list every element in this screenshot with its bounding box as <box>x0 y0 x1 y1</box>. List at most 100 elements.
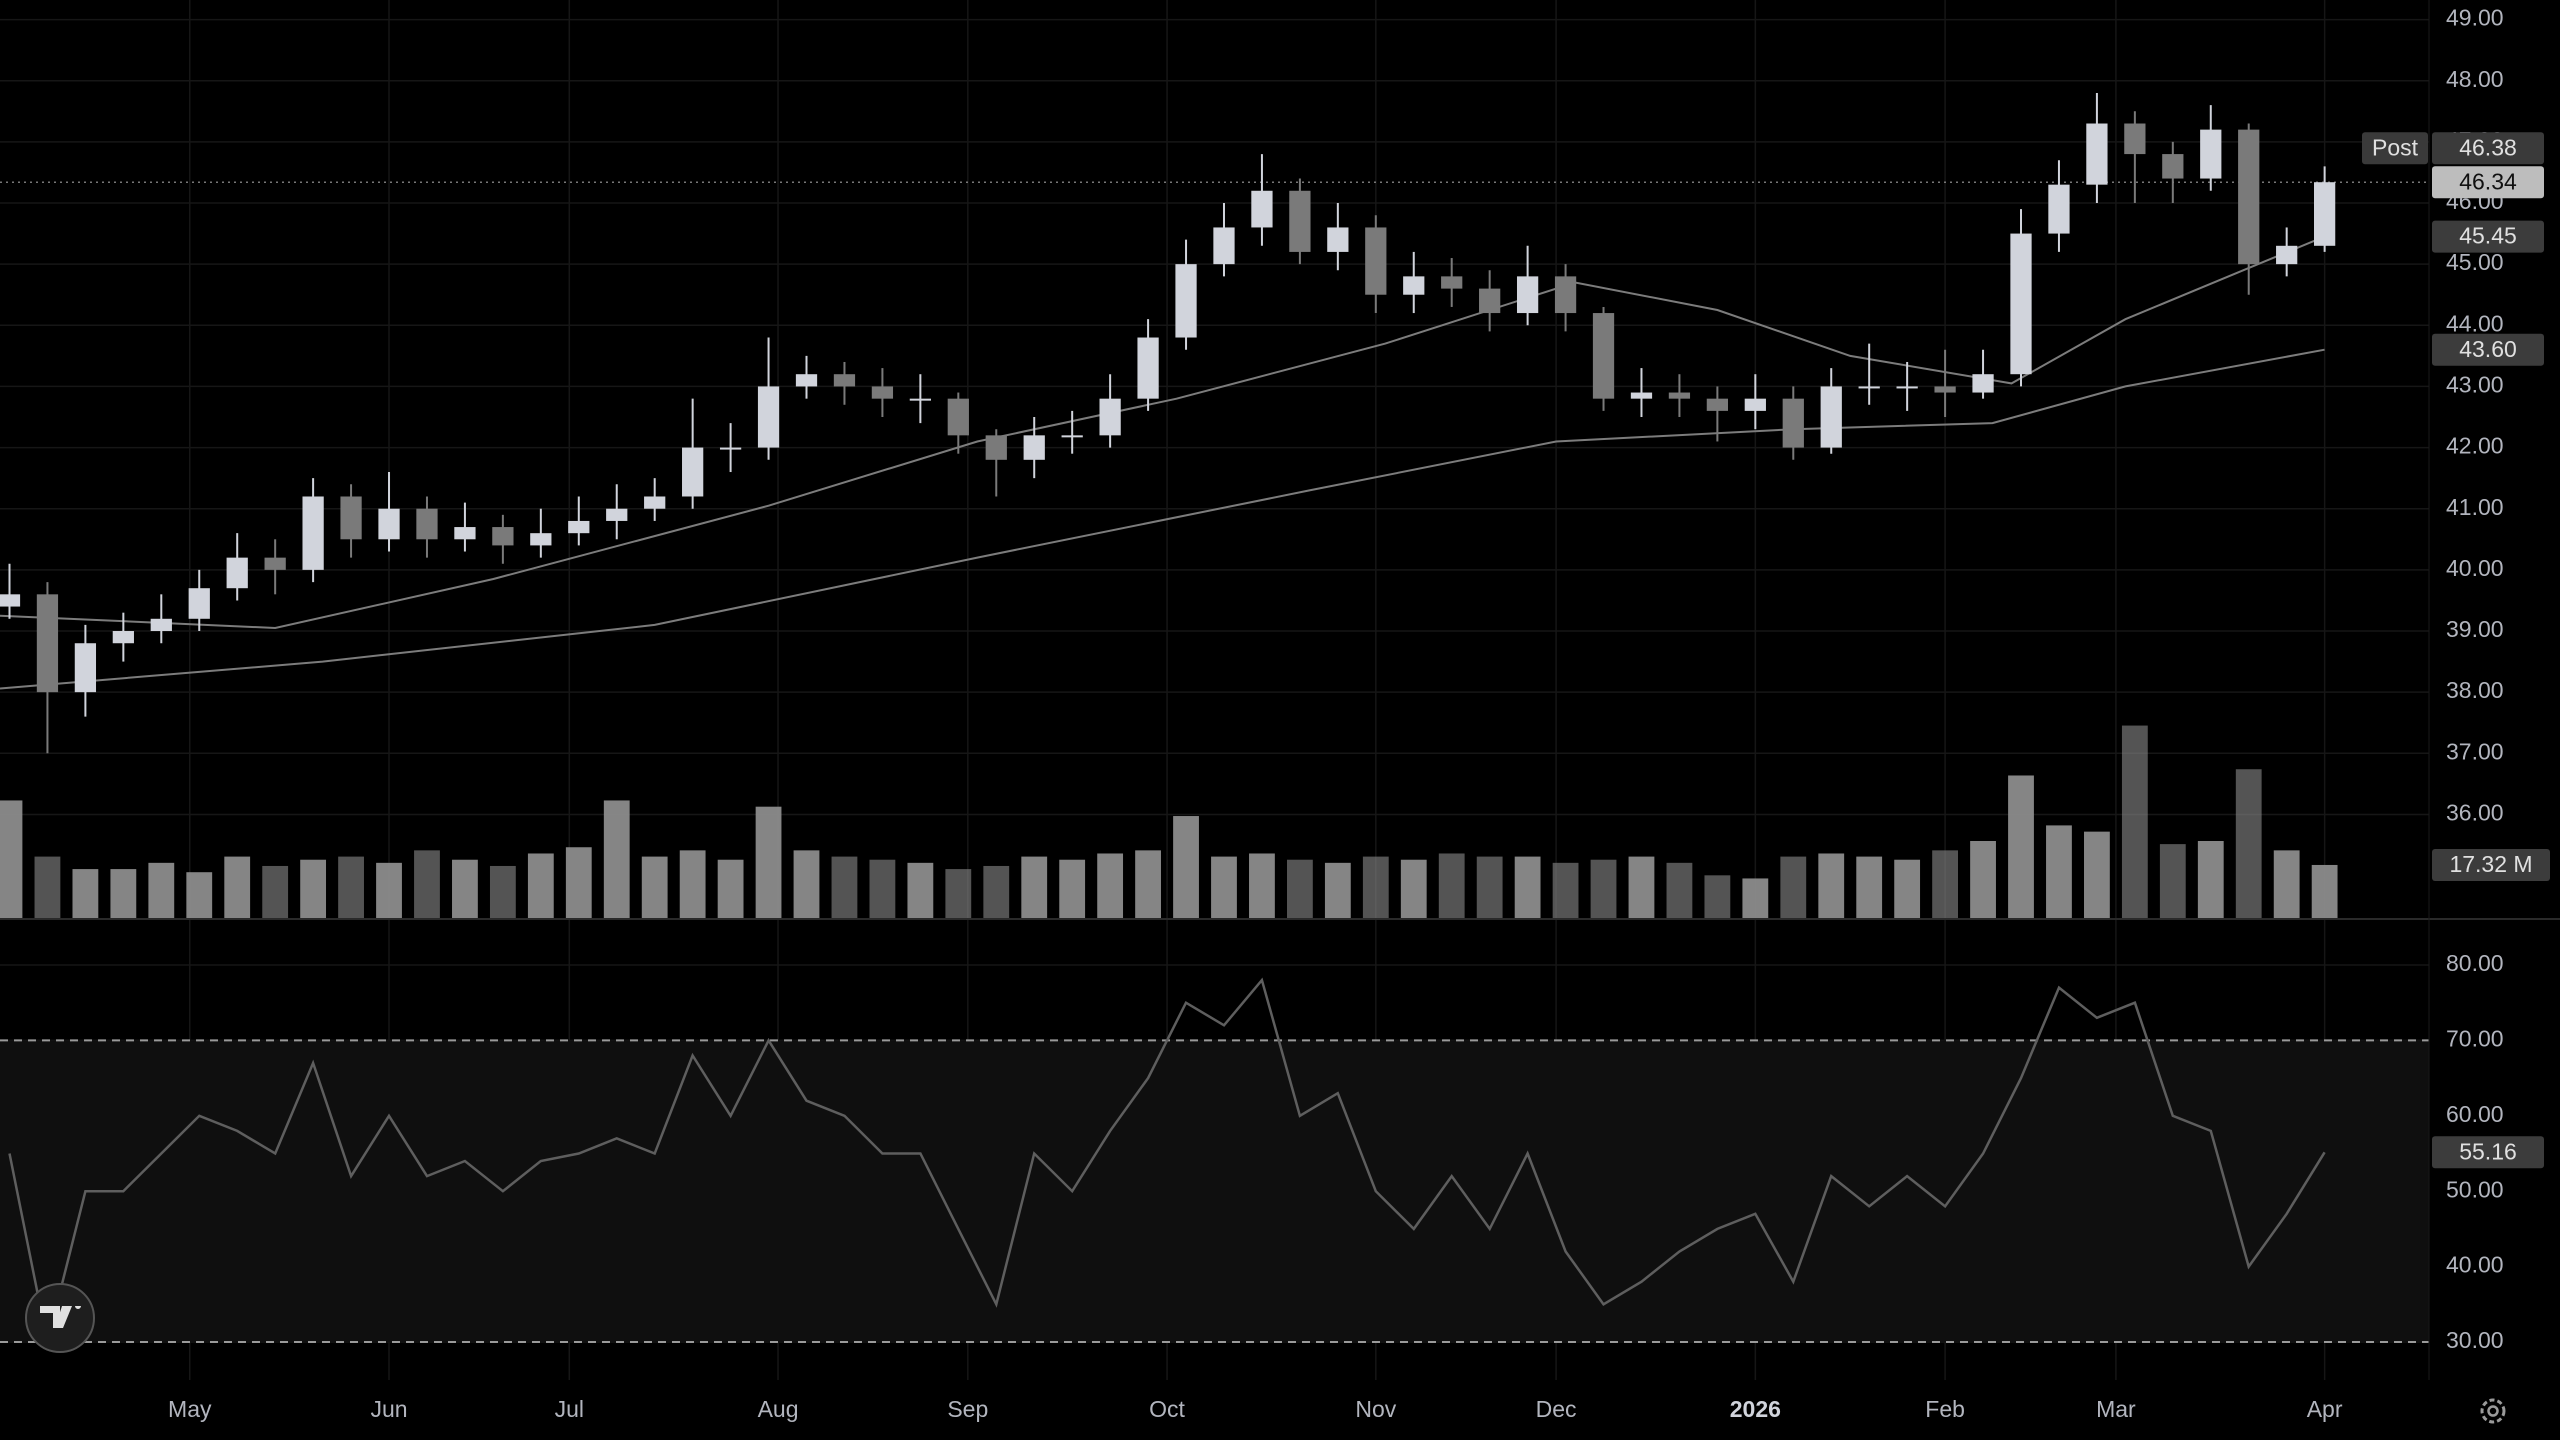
rsi-tick-label: 80.00 <box>2446 950 2504 976</box>
rsi-label: 55.16 <box>2459 1138 2517 1164</box>
candle-body <box>1289 190 1311 252</box>
candle-body <box>454 527 476 540</box>
x-tick-label: Jul <box>555 1396 584 1422</box>
candle-body <box>985 435 1007 460</box>
volume-bar <box>1628 856 1655 919</box>
candle-body <box>226 557 248 589</box>
gear-ring[interactable] <box>2480 1398 2506 1424</box>
candle-body <box>188 588 210 619</box>
volume-bar <box>72 869 99 919</box>
volume-bar <box>1097 853 1124 919</box>
volume-bar <box>300 859 327 919</box>
y-tick-label: 41.00 <box>2446 494 2504 520</box>
last-price-label-bg <box>2432 166 2544 199</box>
volume-bar <box>793 850 820 919</box>
rsi-tick-label: 60.00 <box>2446 1101 2504 1127</box>
volume-bar <box>1742 878 1769 919</box>
volume-bar <box>1324 862 1351 919</box>
volume-bar <box>1135 850 1161 919</box>
volume-bar <box>110 869 137 919</box>
candle-body <box>1706 398 1729 411</box>
x-tick-label: Nov <box>1355 1396 1396 1422</box>
logo-mark[interactable] <box>40 1306 81 1328</box>
candle-body <box>264 557 286 570</box>
y-tick-label: 42.00 <box>2446 433 2504 459</box>
candle-body <box>1479 288 1501 314</box>
volume-bar <box>34 856 61 919</box>
volume-bar <box>1552 862 1579 919</box>
volume-bar <box>1286 859 1313 919</box>
volume-label: 17.32 M <box>2449 851 2532 877</box>
x-tick-label: Apr <box>2307 1396 2343 1422</box>
candle-body <box>2048 184 2070 234</box>
candle-body <box>1099 398 1121 436</box>
moving-average <box>0 348 2325 690</box>
volume-bar <box>224 856 251 919</box>
volume-bar <box>945 869 972 919</box>
volume-bar <box>2235 769 2262 919</box>
x-tick-label: Feb <box>1925 1396 1965 1422</box>
candle-body <box>1820 386 1842 448</box>
candle-body <box>795 374 818 387</box>
volume-bar <box>1476 856 1503 919</box>
candle-body <box>1403 276 1425 295</box>
candle-body <box>2276 245 2298 265</box>
volume-bar <box>527 853 554 919</box>
volume-bar <box>1400 859 1427 919</box>
candle-body <box>1782 398 1804 448</box>
candle-body <box>2200 129 2222 179</box>
volume-bar <box>2197 841 2224 919</box>
candle-body <box>871 386 894 399</box>
rsi-tick-label: 30.00 <box>2446 1327 2504 1353</box>
candle-body <box>909 398 931 401</box>
volume-bar <box>717 859 744 919</box>
volume-bar <box>489 865 516 919</box>
volume-bar <box>338 856 364 919</box>
ma-label-bg <box>2432 220 2544 253</box>
candle-body <box>2124 123 2146 155</box>
volume-bar <box>1666 862 1693 919</box>
x-tick-label: Mar <box>2096 1396 2136 1422</box>
volume-bar <box>2311 864 2338 919</box>
candle-body <box>530 533 552 546</box>
candle-body <box>340 496 362 540</box>
volume-bar <box>414 850 440 919</box>
rsi-tick-label: 50.00 <box>2446 1176 2504 1202</box>
volume-bar <box>1211 856 1237 919</box>
ma-label: 43.60 <box>2459 336 2517 362</box>
y-tick-label: 39.00 <box>2446 616 2504 642</box>
volume-bar <box>1894 859 1921 919</box>
volume-bar <box>1362 856 1389 919</box>
volume-bar <box>452 859 478 919</box>
post-tag: Post <box>2372 134 2419 160</box>
volume-bar <box>641 856 668 919</box>
candle-body <box>682 447 704 497</box>
volume-bar <box>1780 856 1807 919</box>
candle-body <box>1441 276 1463 289</box>
rsi-tick-label: 70.00 <box>2446 1025 2504 1051</box>
y-tick-label: 37.00 <box>2446 738 2504 764</box>
candle-body <box>1592 313 1615 399</box>
candle-body <box>1858 386 1880 389</box>
volume-bar <box>755 806 782 919</box>
candle-body <box>416 508 438 540</box>
tv-logo[interactable] <box>25 1283 95 1353</box>
volume-bar <box>907 862 934 919</box>
x-tick-label: Aug <box>758 1396 799 1422</box>
volume-bar <box>376 862 402 919</box>
volume-bar <box>2008 775 2034 919</box>
volume-bar <box>1021 856 1048 919</box>
volume-bar <box>1970 841 1996 919</box>
x-tick-label: Sep <box>947 1396 988 1422</box>
y-tick-label: 45.00 <box>2446 249 2504 275</box>
volume-bar <box>2159 844 2186 919</box>
y-tick-label: 48.00 <box>2446 66 2504 92</box>
volume-bar <box>1932 850 1959 919</box>
settings-icon[interactable] <box>2480 1398 2506 1424</box>
candle-body <box>112 631 134 644</box>
volume-bar <box>1249 853 1275 919</box>
gear-hub[interactable] <box>2487 1405 2499 1417</box>
ma-label-bg <box>2432 333 2544 366</box>
candle-body <box>1668 392 1691 399</box>
